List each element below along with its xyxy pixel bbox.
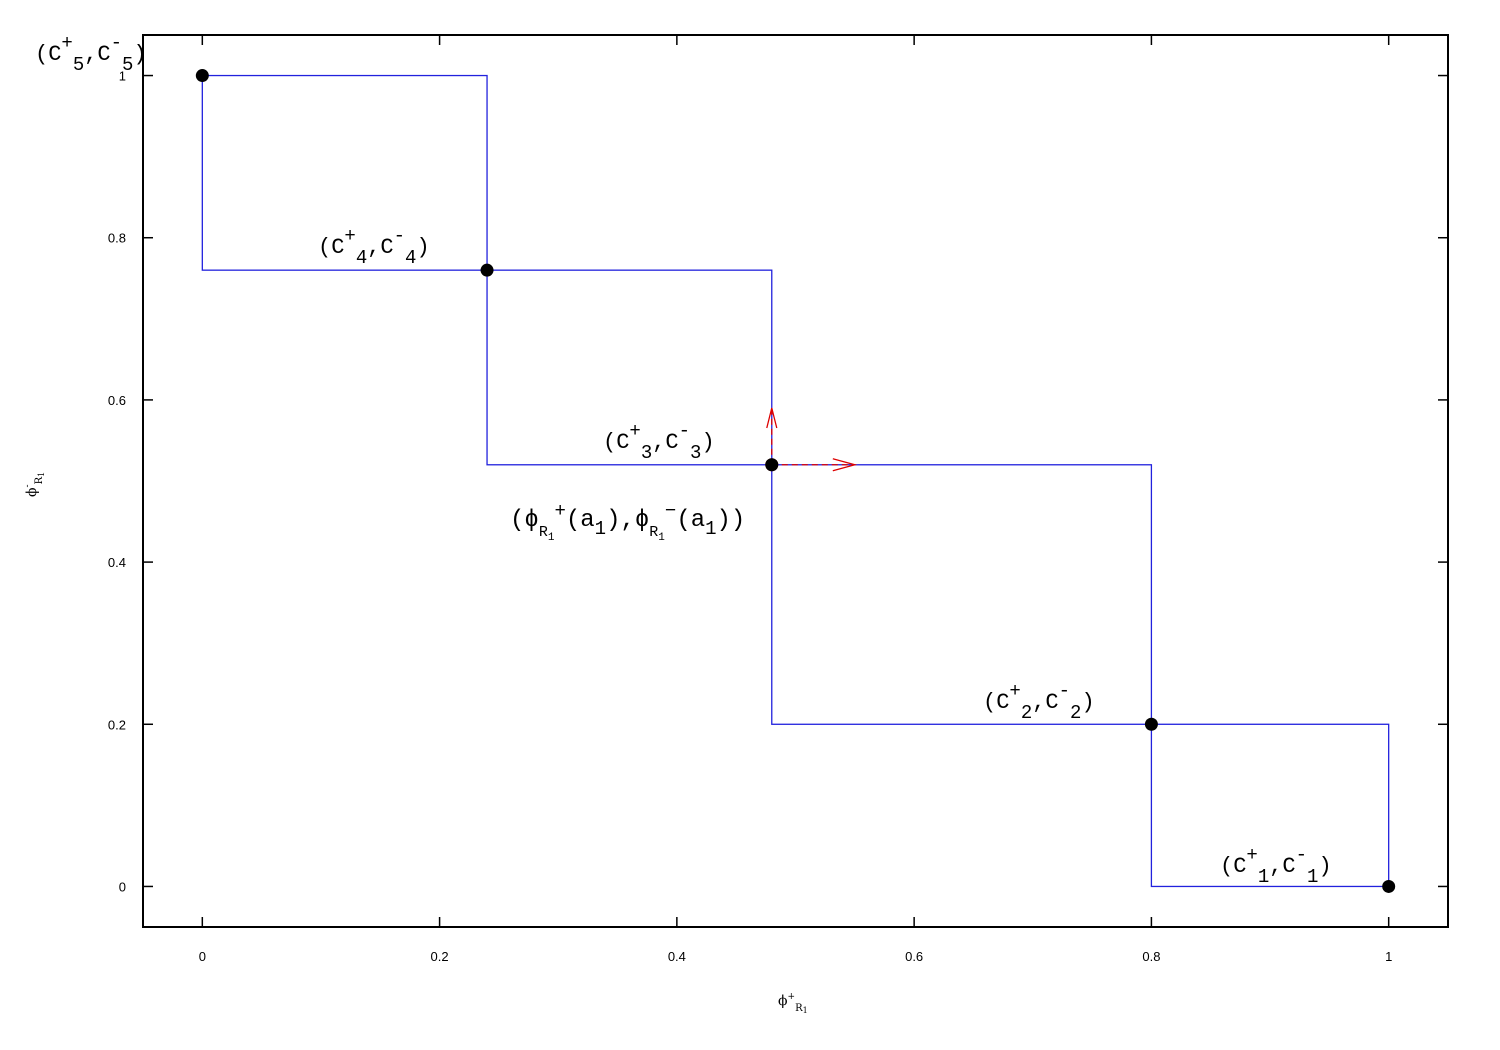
data-point-2 bbox=[1144, 717, 1158, 731]
point-label-4: (C+4,C-4) bbox=[318, 225, 430, 269]
data-point-4 bbox=[480, 263, 494, 277]
plot-frame bbox=[142, 34, 1449, 928]
data-point-1 bbox=[1382, 879, 1396, 893]
y-tick-label-3: 0.6 bbox=[108, 393, 126, 408]
x-tick-label-4: 0.8 bbox=[1142, 949, 1160, 964]
point-label-2: (C+2,C-2) bbox=[983, 680, 1095, 724]
y-tick-label-2: 0.4 bbox=[108, 555, 126, 570]
point-label-3: (C+3,C-3) bbox=[603, 420, 715, 464]
data-point-3 bbox=[765, 458, 779, 472]
y-tick-label-0: 0 bbox=[119, 879, 126, 894]
highlight-arrowhead-y bbox=[766, 407, 778, 429]
data-points bbox=[195, 69, 1396, 893]
point-label-5: (C+5,C-5) bbox=[35, 32, 147, 76]
y-axis-label: ϕ-R1 bbox=[23, 472, 46, 497]
x-tick-label-5: 1 bbox=[1385, 949, 1392, 964]
point-label-1: (C+1,C-1) bbox=[1220, 844, 1332, 888]
x-tick-label-1: 0.2 bbox=[431, 949, 449, 964]
highlight-marker bbox=[765, 407, 858, 472]
y-tick-label-1: 0.2 bbox=[108, 717, 126, 732]
highlight-label: (ϕR1+(a1),ϕR1−(a1)) bbox=[510, 500, 745, 544]
x-tick-label-3: 0.6 bbox=[905, 949, 923, 964]
step-boxes bbox=[201, 74, 1390, 888]
y-tick-label-4: 0.8 bbox=[108, 231, 126, 246]
y-tick-label-5: 1 bbox=[119, 69, 126, 84]
step-box-4 bbox=[1150, 723, 1390, 888]
ticks: 0 0.2 0.4 0.6 0.8 1 0 0.2 0.4 0.6 0.8 1 bbox=[108, 35, 1448, 964]
x-tick-label-2: 0.4 bbox=[668, 949, 686, 964]
step-box-3 bbox=[771, 464, 1153, 725]
highlight-arrowhead-x bbox=[832, 458, 858, 472]
step-box-2 bbox=[486, 269, 773, 466]
x-axis-label: ϕ+R1 bbox=[778, 992, 808, 1015]
x-tick-label-0: 0 bbox=[199, 949, 206, 964]
data-point-5 bbox=[195, 69, 209, 83]
step-box-1 bbox=[201, 74, 488, 271]
